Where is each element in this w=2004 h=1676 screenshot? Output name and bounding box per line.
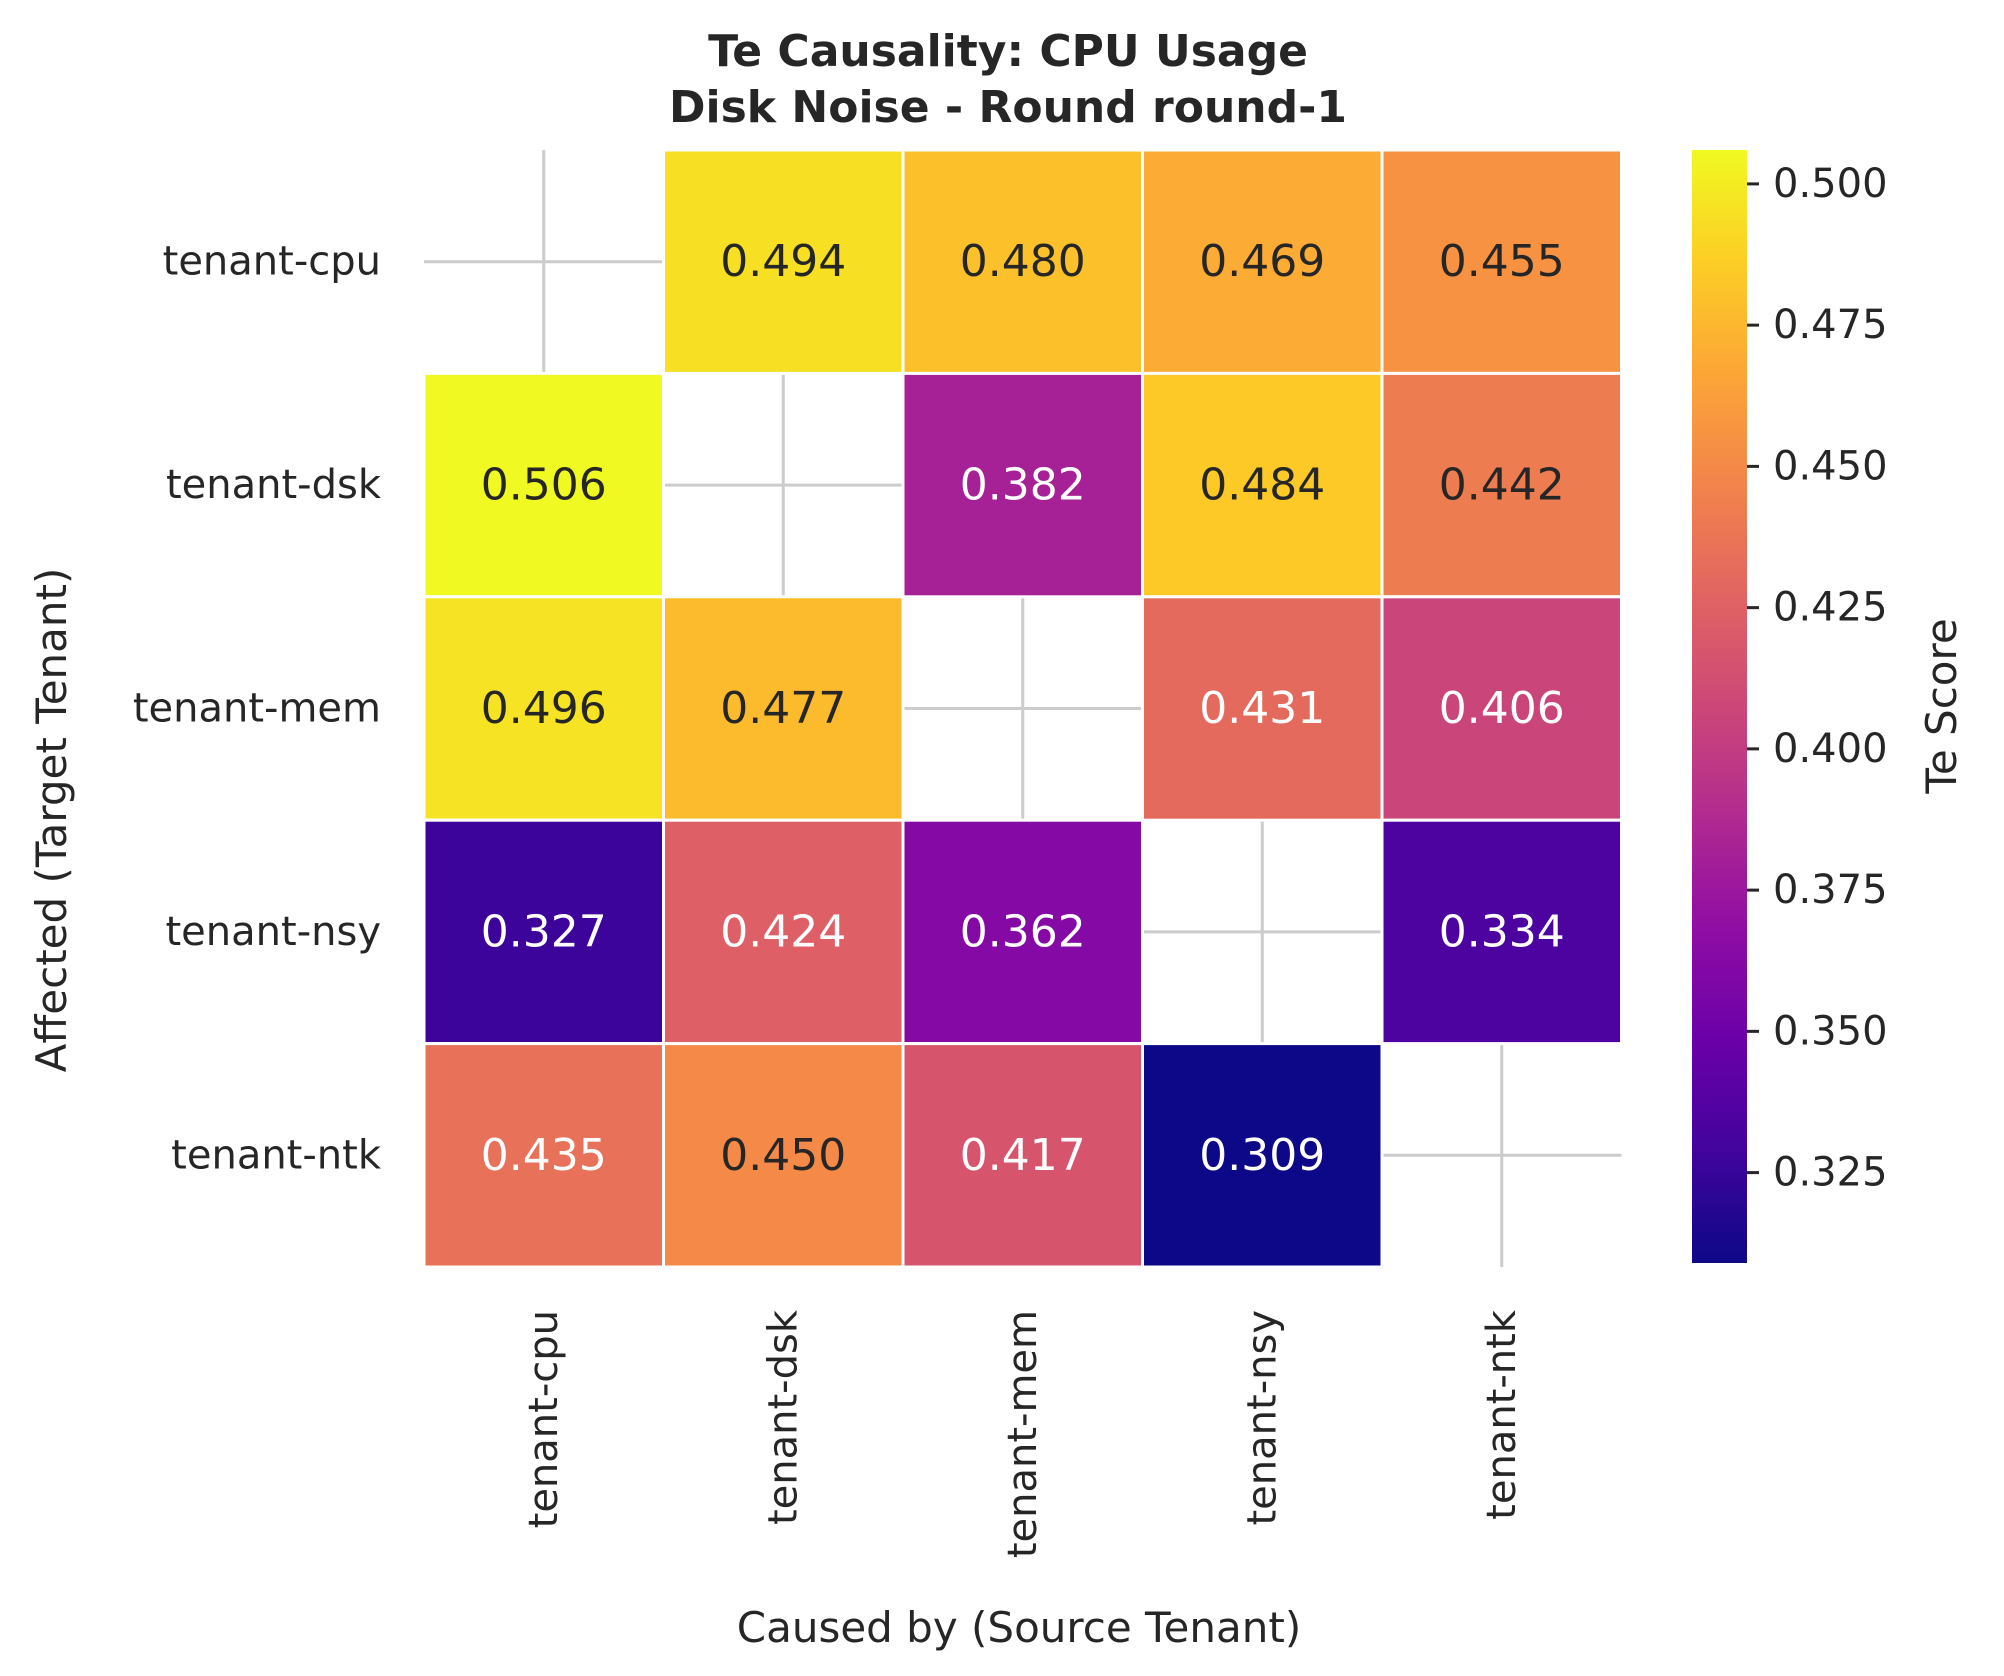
cell-value-label: 0.455 xyxy=(1439,236,1565,287)
colorbar-tick-label: 0.350 xyxy=(1773,1008,1888,1054)
colorbar-tick-label: 0.450 xyxy=(1773,443,1888,489)
colorbar-tick-label: 0.500 xyxy=(1773,161,1888,207)
cell-value-label: 0.334 xyxy=(1439,906,1565,957)
heatmap-cell xyxy=(422,371,665,599)
heatmap-cell xyxy=(662,595,905,822)
cell-value-label: 0.477 xyxy=(720,683,846,734)
x-tick-label: tenant-cpu xyxy=(521,1310,567,1528)
heatmap-cell xyxy=(422,818,665,1046)
cell-value-label: 0.435 xyxy=(481,1130,607,1181)
x-tick-labels: tenant-cpu tenant-dsk tenant-mem tenant-nsy… xyxy=(521,1309,1525,1558)
x-tick-label: tenant-nsy xyxy=(1239,1310,1285,1526)
heatmap-cell xyxy=(901,148,1144,375)
y-tick-label: tenant-cpu xyxy=(163,239,381,285)
cell-value-label: 0.480 xyxy=(960,236,1086,287)
y-tick-label: tenant-nsy xyxy=(166,909,382,955)
heatmap-cell xyxy=(1141,371,1384,599)
y-tick-labels: tenant-cpu tenant-dsk tenant-mem tenant-nsy… xyxy=(133,239,382,1179)
y-axis-label: Affected (Target Tenant) xyxy=(27,568,76,1073)
cell-value-label: 0.406 xyxy=(1439,683,1565,734)
cell-value-label: 0.309 xyxy=(1199,1130,1325,1181)
heatmap-cell xyxy=(1380,371,1623,599)
colorbar-tick-label: 0.400 xyxy=(1773,726,1888,772)
cell-value-label: 0.484 xyxy=(1199,460,1325,511)
colorbar-tick-label: 0.325 xyxy=(1773,1150,1888,1196)
heatmap-cell xyxy=(1380,148,1623,375)
heatmap-cell xyxy=(1380,818,1623,1046)
x-tick-label: tenant-mem xyxy=(1000,1310,1046,1558)
heatmap-cell xyxy=(901,371,1144,599)
colorbar-tick-label: 0.375 xyxy=(1773,867,1888,913)
x-tick-label: tenant-ntk xyxy=(1479,1309,1525,1520)
heatmap-cells: 0.494 0.480 0.469 0.455 0.506 0.382 0.484 0.442… xyxy=(422,148,1623,1269)
cell-value-label: 0.469 xyxy=(1199,236,1325,287)
cell-value-label: 0.506 xyxy=(481,460,607,511)
y-tick-label: tenant-ntk xyxy=(171,1132,382,1178)
chart-title-line2: Disk Noise - Round round-1 xyxy=(669,82,1347,133)
heatmap-cell xyxy=(901,818,1144,1046)
heatmap-cell xyxy=(1141,1042,1384,1269)
y-tick-label: tenant-dsk xyxy=(166,462,382,508)
cell-value-label: 0.450 xyxy=(720,1130,846,1181)
heatmap-cell xyxy=(422,1042,665,1269)
colorbar-tick-label: 0.475 xyxy=(1773,302,1888,348)
cell-value-label: 0.362 xyxy=(960,906,1086,957)
colorbar xyxy=(1692,150,1747,1263)
colorbar-label: Te Score xyxy=(1917,618,1966,794)
cell-value-label: 0.382 xyxy=(960,460,1086,511)
cell-value-label: 0.431 xyxy=(1199,683,1325,734)
y-tick-label: tenant-mem xyxy=(133,686,381,732)
cell-value-label: 0.494 xyxy=(720,236,846,287)
chart-title-line1: Te Causality: CPU Usage xyxy=(708,26,1308,77)
heatmap-cell xyxy=(901,1042,1144,1269)
heatmap-cell xyxy=(1141,595,1384,822)
heatmap-cell xyxy=(662,1042,905,1269)
cell-value-label: 0.327 xyxy=(481,906,607,957)
colorbar-ticks: 0.325 0.350 0.375 0.400 0.425 0.450 0.475 0.500 xyxy=(1747,161,1888,1196)
colorbar-tick-label: 0.425 xyxy=(1773,585,1888,631)
cell-value-label: 0.496 xyxy=(481,683,607,734)
x-tick-label: tenant-dsk xyxy=(760,1309,806,1525)
heatmap-cell xyxy=(422,595,665,822)
cell-value-label: 0.442 xyxy=(1439,460,1565,511)
cell-value-label: 0.417 xyxy=(960,1130,1086,1181)
x-axis-label: Caused by (Source Tenant) xyxy=(737,1603,1301,1652)
cell-value-label: 0.424 xyxy=(720,906,846,957)
